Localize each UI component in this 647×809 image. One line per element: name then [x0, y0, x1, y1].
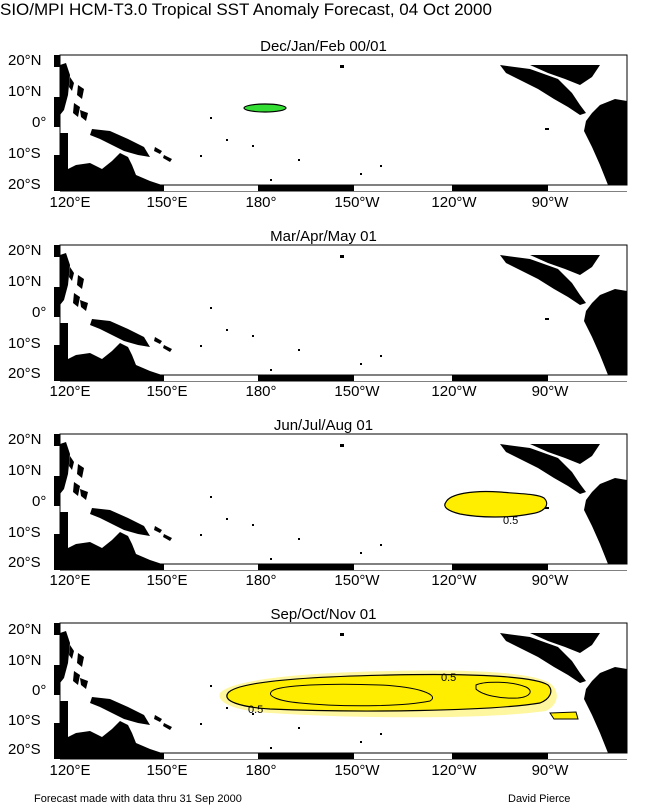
lon-label: 150°E — [146, 572, 188, 589]
lon-label: 180° — [245, 194, 277, 211]
lon-label: 150°W — [334, 572, 380, 589]
lat-label: 20°N — [8, 431, 42, 448]
panel-3-contour-label: 0.5 — [503, 515, 518, 527]
panel-4-map: 0.5 0.5 — [53, 622, 628, 760]
panel-2-title: Mar/Apr/May 01 — [270, 228, 377, 245]
footer-data-note: Forecast made with data thru 31 Sep 2000 — [34, 793, 242, 805]
lat-label: 20°N — [8, 52, 42, 69]
lon-label: 90°W — [531, 383, 569, 400]
lon-label: 180° — [245, 572, 277, 589]
lat-label: 10°S — [8, 524, 41, 541]
panel-3-anomaly-contour — [444, 490, 548, 518]
panel-1-title: Dec/Jan/Feb 00/01 — [260, 38, 387, 55]
panel-4-anomaly-contour-east — [475, 681, 531, 699]
lon-label: 150°W — [334, 762, 380, 779]
lat-label: 0° — [32, 114, 47, 131]
lon-label: 120°W — [431, 572, 477, 589]
panel-3-title: Jun/Jul/Aug 01 — [273, 417, 374, 434]
lat-label: 0° — [32, 682, 47, 699]
panel-4-anomaly-south-america — [549, 711, 579, 720]
panel-4-contour-label-2: 0.5 — [248, 704, 263, 716]
lat-label: 10°N — [8, 462, 42, 479]
lat-label: 20°N — [8, 242, 42, 259]
lon-label: 120°E — [49, 762, 91, 779]
lon-label: 90°W — [531, 194, 569, 211]
lat-label: 20°S — [8, 176, 41, 193]
lon-label: 150°E — [146, 194, 188, 211]
lat-label: 0° — [32, 493, 47, 510]
lat-label: 10°N — [8, 273, 42, 290]
lon-label: 90°W — [531, 572, 569, 589]
panel-4-anomaly-contour-inner — [270, 683, 433, 707]
panel-1-negative-anomaly — [243, 103, 287, 113]
panel-2-map — [53, 244, 628, 382]
figure-title: SIO/MPI HCM-T3.0 Tropical SST Anomaly Fo… — [0, 0, 492, 19]
lon-label: 120°W — [431, 194, 477, 211]
lon-label: 180° — [245, 383, 277, 400]
panel-3-map: 0.5 — [53, 433, 628, 571]
lon-label: 150°W — [334, 194, 380, 211]
lat-label: 20°S — [8, 741, 41, 758]
lat-label: 0° — [32, 304, 47, 321]
lat-label: 20°S — [8, 554, 41, 571]
lon-label: 180° — [245, 762, 277, 779]
lon-label: 120°E — [49, 572, 91, 589]
lat-label: 10°S — [8, 712, 41, 729]
lon-label: 150°E — [146, 762, 188, 779]
lat-label: 20°N — [8, 621, 42, 638]
lon-label: 120°E — [49, 383, 91, 400]
lon-label: 120°W — [431, 762, 477, 779]
lon-label: 150°W — [334, 383, 380, 400]
panel-4-title: Sep/Oct/Nov 01 — [270, 606, 377, 623]
lon-label: 120°W — [431, 383, 477, 400]
lon-label: 120°E — [49, 194, 91, 211]
lon-label: 90°W — [531, 762, 569, 779]
lat-label: 10°S — [8, 145, 41, 162]
lat-label: 10°N — [8, 652, 42, 669]
lat-label: 20°S — [8, 365, 41, 382]
panel-1-map — [53, 54, 628, 192]
lon-label: 150°E — [146, 383, 188, 400]
footer-author: David Pierce — [508, 793, 571, 805]
lat-label: 10°N — [8, 83, 42, 100]
lat-label: 10°S — [8, 335, 41, 352]
panel-4-contour-label-1: 0.5 — [441, 672, 456, 684]
